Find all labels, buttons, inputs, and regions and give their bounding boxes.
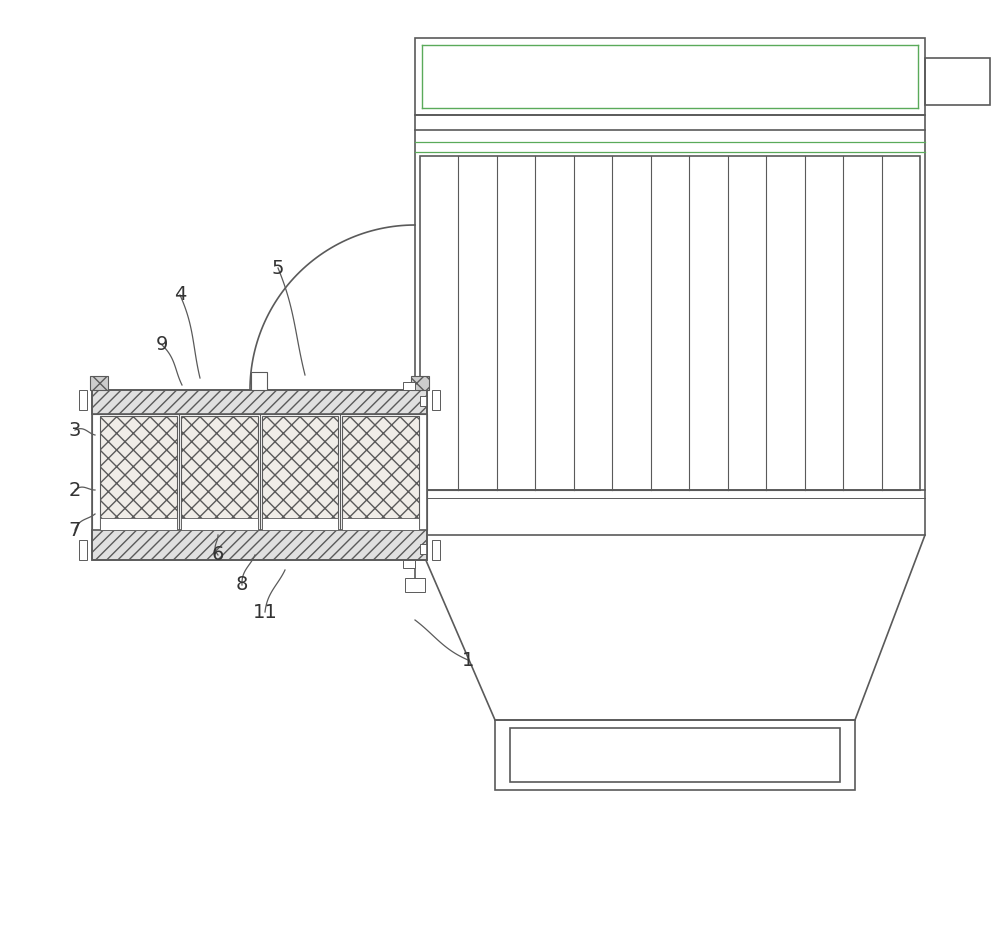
Text: 4: 4 [174,285,186,305]
Text: 6: 6 [212,545,224,565]
Bar [92,390,427,560]
Text: 5: 5 [272,258,284,278]
Bar [415,38,925,115]
Bar [432,540,440,560]
Bar [181,416,258,528]
Bar [420,396,427,406]
Bar [403,560,415,568]
Text: 1: 1 [462,651,474,669]
Bar [181,518,258,530]
Text: 3: 3 [69,420,81,440]
Bar [92,390,427,414]
Bar [495,720,855,790]
Bar [92,530,427,560]
Bar [100,518,177,530]
Bar [262,518,338,530]
Bar [415,115,925,535]
Bar [262,416,338,528]
Bar [510,728,840,782]
Text: 11: 11 [253,602,277,622]
Bar [403,382,415,390]
Bar [925,58,990,105]
Bar [420,544,427,554]
Bar [342,416,419,528]
Bar [342,518,419,530]
Bar [251,372,267,390]
Text: 8: 8 [236,575,248,595]
Bar [100,416,177,528]
Bar [420,156,920,490]
Bar [405,578,425,592]
Bar [79,540,87,560]
Text: 9: 9 [156,336,168,354]
Bar [90,376,108,390]
Text: 7: 7 [69,520,81,540]
Bar [92,414,427,530]
Bar [79,390,87,410]
Text: 2: 2 [69,481,81,500]
Bar [432,390,440,410]
Bar [411,376,429,390]
